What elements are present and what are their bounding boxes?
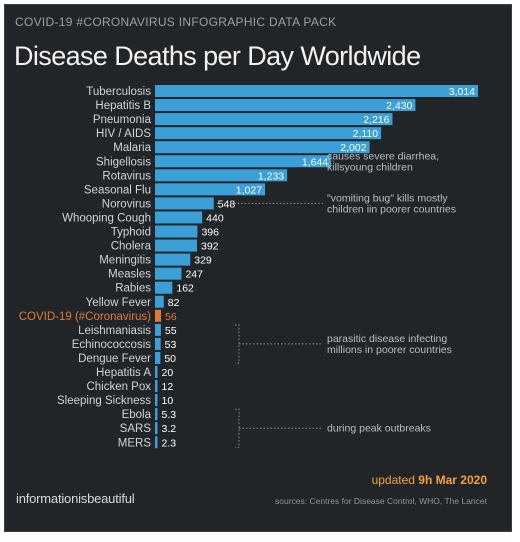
category-label-malaria: Malaria <box>113 142 151 154</box>
bar-hiv-aids <box>155 127 382 140</box>
category-label-seasonal-flu: Seasonal Flu <box>84 184 151 196</box>
category-label-echinococcosis: Echinococcosis <box>72 339 152 351</box>
value-label-ebola: 5.3 <box>162 409 177 421</box>
category-label-yellow-fever: Yellow Fever <box>86 297 152 309</box>
brand-logo: informationisbeautiful <box>16 491 135 506</box>
bar-meningitis <box>155 253 191 266</box>
annotation-1-line-2: killsyoung children <box>327 161 413 173</box>
category-label-hepatitis-a: Hepatitis A <box>96 367 151 379</box>
header-subtitle: COVID-19 #CORONAVIRUS INFOGRAPHIC DATA P… <box>15 15 337 29</box>
bar-leishmaniasis <box>155 323 161 336</box>
bar-typhoid <box>155 225 198 238</box>
bar-chicken-pox <box>155 380 158 393</box>
category-label-meningitis: Meningitis <box>99 255 151 267</box>
page-title: Disease Deaths per Day Worldwide <box>14 41 421 71</box>
bar-hepatitis-a <box>155 366 158 378</box>
annotation-3-line-1: parasitic disease infecting <box>327 333 447 345</box>
infographic-frame: COVID-19 #CORONAVIRUS INFOGRAPHIC DATA P… <box>4 4 512 532</box>
category-label-rotavirus: Rotavirus <box>102 170 151 182</box>
category-label-dengue-fever: Dengue Fever <box>78 353 151 365</box>
value-label-rotavirus: 1,233 <box>258 170 284 182</box>
value-label-covid-19-coronavirus: 56 <box>165 311 177 323</box>
bar-seasonal-flu <box>155 183 266 196</box>
bar-measles <box>155 267 182 280</box>
category-label-shigellosis: Shigellosis <box>96 156 151 168</box>
value-label-sars: 3.2 <box>162 423 177 435</box>
category-label-sars: SARS <box>120 423 152 435</box>
sources-text: sources: Centres for Disease Control, WH… <box>275 496 487 506</box>
category-label-sleeping-sickness: Sleeping Sickness <box>57 395 151 407</box>
bar-rabies <box>155 281 173 294</box>
annotation-2-line-1: "vomiting bug" kills mostly <box>327 192 448 204</box>
category-label-rabies: Rabies <box>115 283 151 295</box>
value-label-hepatitis-a: 20 <box>162 367 174 379</box>
annotation-bracket-4 <box>235 408 240 448</box>
value-label-chicken-pox: 12 <box>162 381 174 393</box>
bar-norovirus <box>155 197 214 210</box>
bar-sleeping-sickness <box>155 394 158 407</box>
bar-covid-19-coronavirus <box>155 309 162 322</box>
category-label-covid-19-coronavirus: COVID-19 (#Coronavirus) <box>19 311 151 323</box>
value-label-leishmaniasis: 55 <box>165 325 177 337</box>
value-label-hiv-aids: 2,110 <box>353 128 379 140</box>
category-label-typhoid: Typhoid <box>111 227 151 239</box>
value-label-echinococcosis: 53 <box>165 339 177 351</box>
category-label-whooping-cough: Whooping Cough <box>62 212 151 224</box>
updated-note: updated 9h Mar 2020 <box>372 473 487 487</box>
bar-dengue-fever <box>155 351 161 364</box>
category-label-chicken-pox: Chicken Pox <box>86 381 151 393</box>
value-label-typhoid: 396 <box>201 227 219 239</box>
value-label-cholera: 392 <box>201 241 219 253</box>
value-label-pneumonia: 2,216 <box>363 114 389 126</box>
bar-pneumonia <box>155 113 393 126</box>
category-label-hepatitis-b: Hepatitis B <box>95 100 151 112</box>
category-label-mers: MERS <box>118 437 152 449</box>
category-label-norovirus: Norovirus <box>102 198 151 210</box>
value-label-meningitis: 329 <box>194 255 212 267</box>
annotation-bracket-3 <box>235 324 240 364</box>
bar-sars <box>155 422 158 435</box>
value-label-measles: 247 <box>185 269 203 281</box>
category-label-measles: Measles <box>108 269 151 281</box>
category-label-pneumonia: Pneumonia <box>93 114 152 126</box>
value-label-rabies: 162 <box>176 283 194 295</box>
bar-echinococcosis <box>155 337 161 350</box>
bar-whooping-cough <box>155 211 203 224</box>
bar-shigellosis <box>155 155 332 168</box>
bar-cholera <box>155 239 198 252</box>
category-label-hiv-aids: HIV / AIDS <box>96 128 151 140</box>
bar-chart: Tuberculosis 3,014 Hepatitis B 2,430 Pneumon… <box>19 85 478 449</box>
annotation-2-line-2: children iin poorer countries <box>327 203 456 215</box>
updated-prefix: updated <box>371 473 419 487</box>
bar-yellow-fever <box>155 295 164 308</box>
bar-malaria <box>155 141 370 154</box>
value-label-shigellosis: 1,644 <box>302 156 328 168</box>
value-label-mers: 2.3 <box>162 437 177 449</box>
value-label-whooping-cough: 440 <box>206 212 224 224</box>
value-label-norovirus: 548 <box>218 198 236 210</box>
value-label-seasonal-flu: 1,027 <box>236 184 262 196</box>
annotation-3-line-2: millions in poorer countries <box>327 344 452 356</box>
value-label-malaria: 2,002 <box>340 142 366 154</box>
value-label-sleeping-sickness: 10 <box>162 395 174 407</box>
bar-mers <box>155 436 158 449</box>
updated-date: 9h Mar 2020 <box>418 473 487 487</box>
annotation-4-line-1: during peak outbreaks <box>327 423 431 435</box>
value-label-tuberculosis: 3,014 <box>449 86 475 98</box>
category-label-leishmaniasis: Leishmaniasis <box>78 325 151 337</box>
category-label-cholera: Cholera <box>111 241 152 253</box>
category-label-ebola: Ebola <box>122 409 152 421</box>
bar-tuberculosis <box>155 85 478 97</box>
value-label-dengue-fever: 50 <box>164 353 176 365</box>
bar-ebola <box>155 408 158 421</box>
bar-rotavirus <box>155 169 288 182</box>
annotation-1-line-1: causes severe diarrhea, <box>327 150 439 162</box>
category-label-tuberculosis: Tuberculosis <box>86 86 151 98</box>
value-label-hepatitis-b: 2,430 <box>386 100 412 112</box>
bar-hepatitis-b <box>155 99 416 112</box>
value-label-yellow-fever: 82 <box>168 297 180 309</box>
